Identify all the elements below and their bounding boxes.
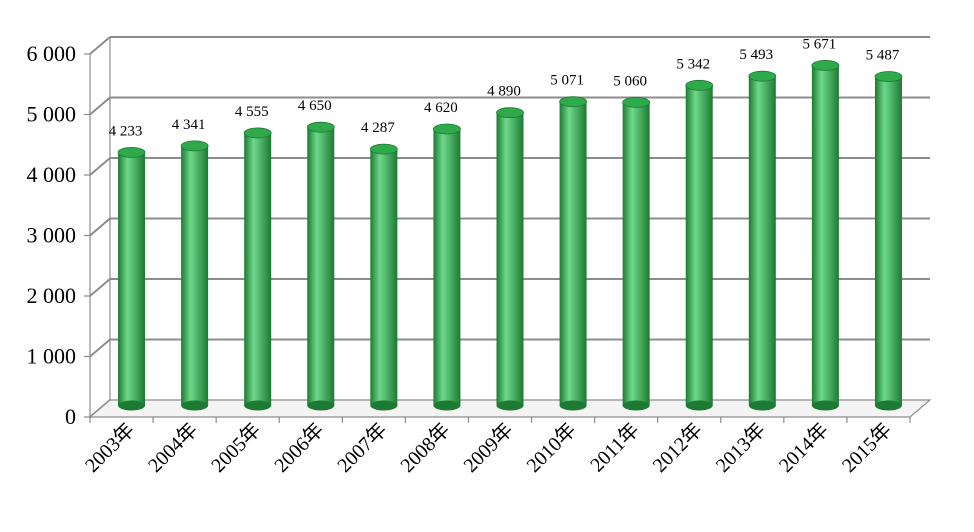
bar xyxy=(559,96,587,411)
x-tick-label: 2011年 xyxy=(586,418,644,476)
bar-body xyxy=(244,132,272,406)
y-tick-label: 5 000 xyxy=(27,102,77,127)
bar-body xyxy=(496,112,524,406)
gridline-side xyxy=(89,157,111,176)
bar xyxy=(811,60,840,411)
bar-top xyxy=(180,140,209,152)
axis-layer: 0 1 000 2 000 3 000 4 000 5 000 6 000 xyxy=(27,37,932,429)
data-label: 4 620 xyxy=(424,100,458,116)
x-tick-label: 2010年 xyxy=(522,418,581,477)
bar-body xyxy=(748,76,776,406)
bar-top xyxy=(306,121,335,133)
y-tick-label: 4 000 xyxy=(27,162,77,187)
data-label: 4 555 xyxy=(235,104,269,120)
bar xyxy=(622,96,651,411)
bar-base xyxy=(874,400,902,411)
bar-body xyxy=(181,145,209,406)
x-tick-label: 2007年 xyxy=(333,418,392,477)
data-label: 5 487 xyxy=(866,48,900,64)
x-tick-label: 2015年 xyxy=(837,418,896,477)
data-label: 4 287 xyxy=(361,120,395,136)
bars-layer xyxy=(117,60,903,411)
bar-body xyxy=(433,128,461,406)
bar-body xyxy=(118,152,146,406)
gridline-side xyxy=(89,217,111,237)
bar xyxy=(874,71,903,411)
data-label: 5 493 xyxy=(739,47,773,63)
data-label: 5 342 xyxy=(676,56,710,72)
bar-body xyxy=(559,101,587,406)
data-label: 4 233 xyxy=(109,123,143,139)
y-tick-label: 2 000 xyxy=(27,283,77,308)
x-tick-label: 2006年 xyxy=(270,418,329,477)
x-tick-label: 2013年 xyxy=(711,418,770,477)
bar xyxy=(685,79,714,411)
bar-base xyxy=(811,400,839,411)
data-label: 4 650 xyxy=(298,98,332,114)
bar xyxy=(496,107,524,411)
y-tick-label: 6 000 xyxy=(27,41,77,66)
bar-base xyxy=(559,400,587,411)
x-tick-label: 2014年 xyxy=(774,418,833,477)
bar-body xyxy=(622,102,650,406)
bar xyxy=(117,147,146,411)
bar xyxy=(433,123,461,411)
bar-base xyxy=(181,400,209,411)
bar-base xyxy=(244,400,272,411)
bar-top xyxy=(433,123,461,135)
bar-top xyxy=(622,96,651,108)
bar-top xyxy=(559,96,587,108)
bar-top xyxy=(685,79,714,91)
bar xyxy=(306,121,335,411)
x-tick-label: 2004年 xyxy=(143,418,202,477)
bar-body xyxy=(685,85,713,406)
gridline-side xyxy=(89,36,111,55)
gridline-side xyxy=(89,278,111,297)
bar xyxy=(748,70,777,411)
bar-top xyxy=(117,147,146,158)
data-label: 4 341 xyxy=(172,117,206,133)
bar-body xyxy=(370,149,398,406)
bar xyxy=(369,143,398,411)
y-tick-label: 1 000 xyxy=(27,344,77,369)
bar-top xyxy=(243,127,272,139)
x-tick-label: 2009年 xyxy=(459,418,518,477)
y-tick-label: 0 xyxy=(65,404,76,429)
data-label: 4 890 xyxy=(487,84,521,100)
x-tick-label: 2008年 xyxy=(396,418,455,477)
bar xyxy=(243,127,272,411)
bar-base xyxy=(685,400,713,411)
bar-top xyxy=(369,143,398,155)
x-tick-label: 2012年 xyxy=(648,418,707,477)
bar-base xyxy=(118,400,146,411)
data-label: 5 071 xyxy=(550,73,584,89)
gridline-side xyxy=(89,338,111,358)
y-tick-label: 3 000 xyxy=(27,223,77,248)
bar-top xyxy=(811,60,840,71)
bar-base xyxy=(622,400,650,411)
bar-top xyxy=(748,70,777,82)
bar-body xyxy=(811,65,839,406)
x-tick-label: 2005年 xyxy=(207,418,266,477)
data-label: 5 671 xyxy=(803,36,837,52)
bar-base xyxy=(748,400,776,411)
bar-top xyxy=(874,71,903,82)
bar-body xyxy=(874,76,902,406)
bar-top xyxy=(496,107,524,119)
bar-base xyxy=(496,400,524,411)
bar-base xyxy=(307,400,335,411)
gridline-side xyxy=(89,96,111,116)
x-tick-label: 2003年 xyxy=(80,418,139,477)
bar xyxy=(180,140,209,411)
bar-body xyxy=(307,127,335,406)
data-label: 5 060 xyxy=(613,73,647,89)
bar-base xyxy=(433,400,461,411)
bar-base xyxy=(370,400,398,411)
